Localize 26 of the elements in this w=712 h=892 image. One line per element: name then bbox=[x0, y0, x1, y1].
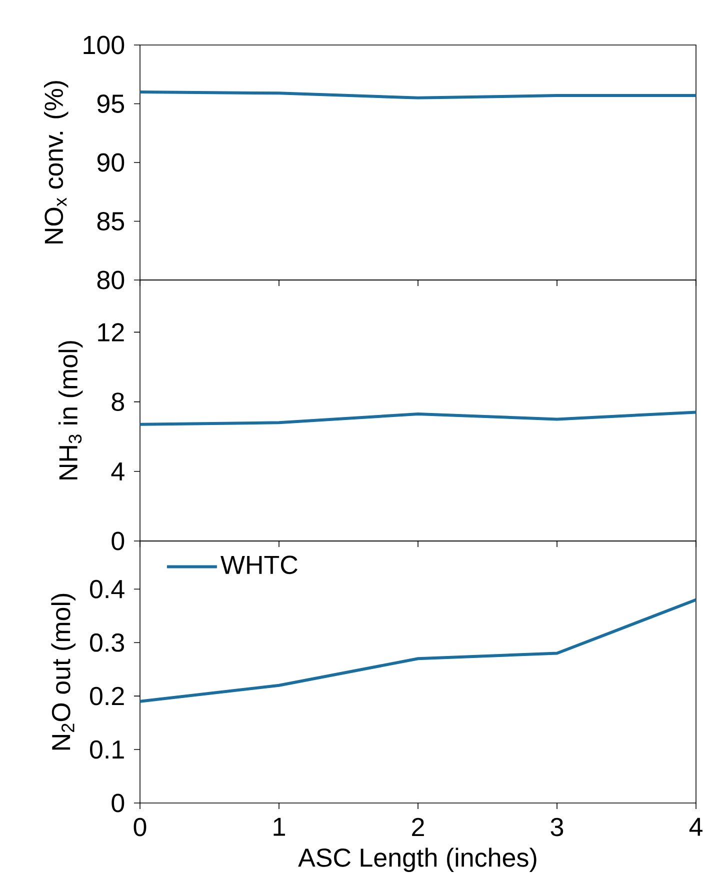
y-axis-title: NH$_{3}$ in (mol) bbox=[58, 341, 83, 480]
y-tick-label: 4 bbox=[111, 462, 124, 480]
line-series bbox=[140, 410, 696, 426]
y-tick-label: 0.4 bbox=[90, 580, 124, 598]
y-tick-label: 8 bbox=[112, 392, 124, 411]
y-tick-label: 0 bbox=[112, 532, 124, 550]
x-tick-label: 3 bbox=[550, 818, 564, 836]
line-series bbox=[140, 598, 696, 703]
y-tick-label: 0.3 bbox=[90, 633, 124, 652]
x-tick-label: 1 bbox=[274, 818, 286, 836]
y-tick-label: 100 bbox=[84, 36, 124, 54]
legend-label: WHTC bbox=[220, 556, 298, 574]
y-axis-title: N$_{2}$O out (mol) bbox=[51, 594, 76, 750]
x-tick-label: 2 bbox=[412, 818, 424, 836]
y-axis-title: NO$_{x}$ conv. (%) bbox=[44, 81, 68, 244]
y-tick-label: 0.1 bbox=[90, 740, 124, 759]
y-tick-label: 85 bbox=[97, 212, 124, 230]
y-tick-label: 0 bbox=[112, 794, 124, 812]
x-tick-label: 0 bbox=[134, 818, 146, 836]
x-tick-label: 4 bbox=[689, 818, 703, 836]
y-tick-label: 12 bbox=[98, 323, 124, 342]
y-tick-label: 95 bbox=[97, 94, 124, 113]
x-axis-title: ASC Length (inches) bbox=[298, 848, 536, 872]
y-tick-label: 0.2 bbox=[90, 686, 124, 706]
y-tick-label: 90 bbox=[97, 153, 124, 172]
y-tick-label: 80 bbox=[97, 270, 124, 290]
